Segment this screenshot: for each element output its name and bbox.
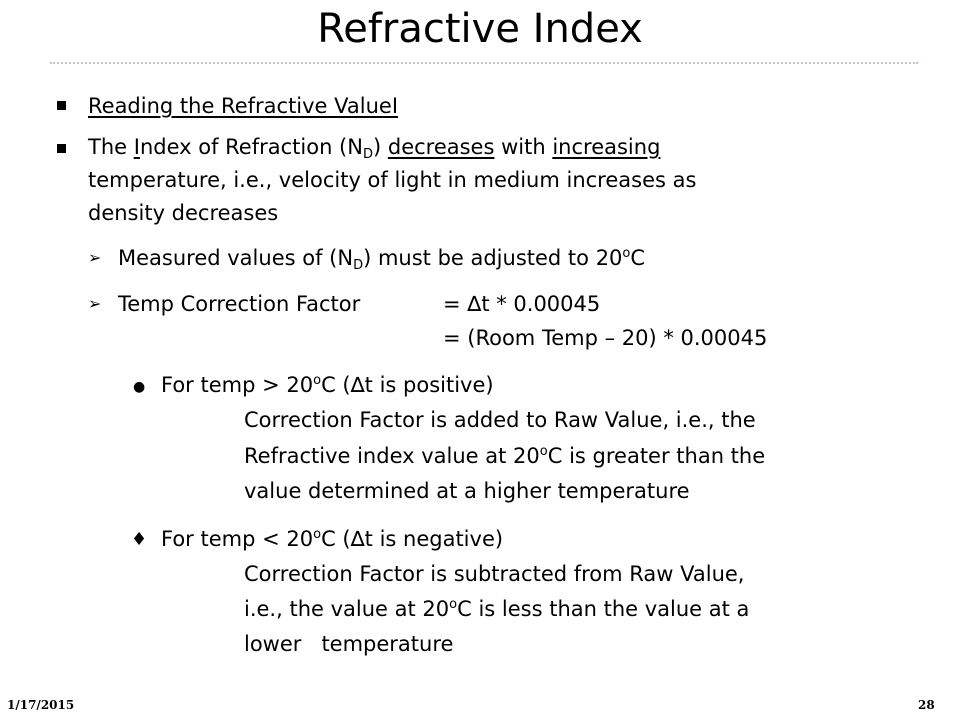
superscript: o xyxy=(539,444,548,459)
superscript: o xyxy=(449,597,458,612)
page-number: 28 xyxy=(918,698,935,712)
text-run: C is less than the value at a xyxy=(457,597,750,621)
text-run: i.e., the value at 20 xyxy=(244,597,450,621)
text-run: For temp > 20 xyxy=(161,373,314,397)
less-heading: For temp < 20oC (∆t is negative) xyxy=(161,527,503,551)
temp-factor-equation-2: = (Room Temp – 20) * 0.00045 xyxy=(443,326,768,350)
greater-line-1: Correction Factor is added to Raw Value,… xyxy=(244,408,756,432)
superscript: o xyxy=(622,246,631,261)
superscript: o xyxy=(313,527,322,542)
text-run: C (∆t is positive) xyxy=(321,373,494,397)
text-run: Refractive index value at 20 xyxy=(244,444,540,468)
arrow-bullet-icon: ➢ xyxy=(88,294,102,313)
text-run: increasing xyxy=(552,135,661,159)
temp-factor-label: Temp Correction Factor xyxy=(118,292,361,316)
text-run: The xyxy=(88,135,134,159)
measured-line: Measured values of (ND) must be adjusted… xyxy=(118,246,646,273)
square-bullet-icon xyxy=(57,101,66,110)
greater-heading: For temp > 20oC (∆t is positive) xyxy=(161,373,494,397)
text-run: I xyxy=(133,135,140,159)
less-line-3: lower temperature xyxy=(244,632,454,656)
greater-line-3: value determined at a higher temperature xyxy=(244,479,690,503)
diamond-bullet-icon: ♦ xyxy=(131,529,148,550)
text-run: C (∆t is negative) xyxy=(321,527,504,551)
text-run: ) must be adjusted to 20 xyxy=(363,246,623,270)
text-run: C xyxy=(630,246,646,270)
text-run: Measured values of (N xyxy=(118,246,354,270)
dot-bullet-icon: ● xyxy=(133,379,146,395)
less-line-1: Correction Factor is subtracted from Raw… xyxy=(244,562,745,586)
index-line-1: The Index of Refraction (ND) decreases w… xyxy=(88,135,661,162)
text-run: C is greater than the xyxy=(547,444,766,468)
title-divider xyxy=(50,62,918,64)
text-run: decreases xyxy=(387,135,495,159)
greater-line-2: Refractive index value at 20oC is greate… xyxy=(244,444,765,468)
reading-heading: Reading the Refractive ValueI xyxy=(88,94,399,118)
text-run: For temp < 20 xyxy=(161,527,314,551)
subscript: D xyxy=(353,258,364,273)
text-run: with xyxy=(494,135,553,159)
index-line-3: density decreases xyxy=(88,201,279,225)
slide-title: Refractive Index xyxy=(317,6,643,52)
subscript: D xyxy=(362,147,373,162)
text-run: ) xyxy=(372,135,388,159)
superscript: o xyxy=(313,373,322,388)
text-run: ndex of Refraction (N xyxy=(139,135,363,159)
footer-date: 1/17/2015 xyxy=(7,698,75,712)
temp-factor-equation-1: = ∆t * 0.00045 xyxy=(443,292,601,316)
index-line-2: temperature, i.e., velocity of light in … xyxy=(88,168,697,192)
square-bullet-icon xyxy=(57,144,66,153)
arrow-bullet-icon: ➢ xyxy=(88,248,102,267)
less-line-2: i.e., the value at 20oC is less than the… xyxy=(244,597,749,621)
